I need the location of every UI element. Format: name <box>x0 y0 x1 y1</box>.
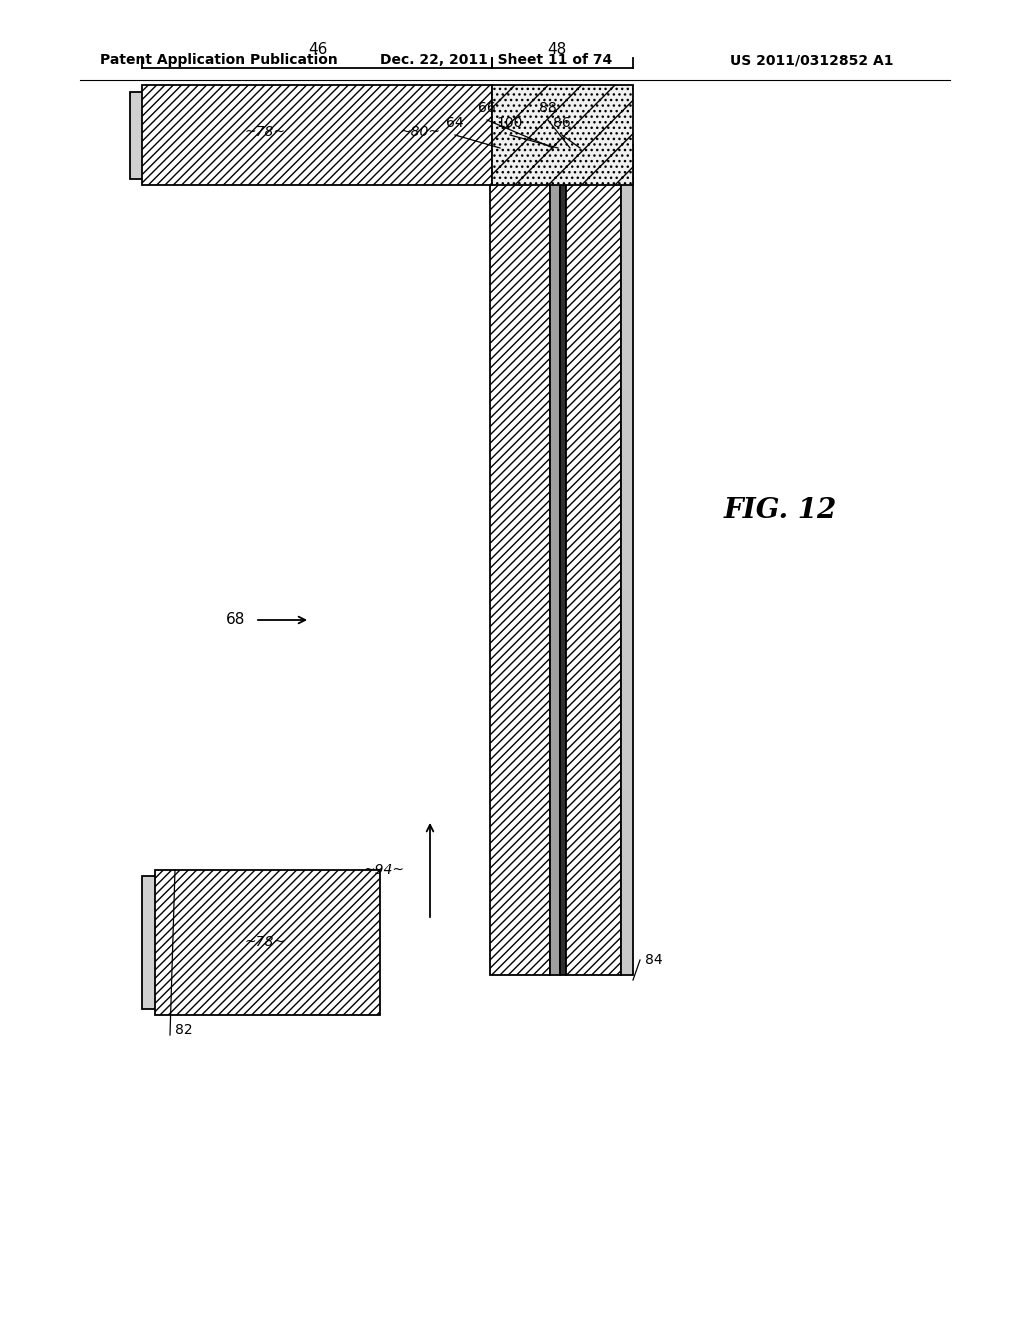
Bar <box>492 84 633 185</box>
Text: 86: 86 <box>553 116 570 129</box>
Text: 82: 82 <box>175 1023 193 1038</box>
Bar <box>142 84 492 185</box>
Text: 68: 68 <box>225 612 245 627</box>
Text: US 2011/0312852 A1: US 2011/0312852 A1 <box>730 53 894 67</box>
Bar <box>560 145 566 975</box>
Bar <box>566 145 621 975</box>
Text: ~94~: ~94~ <box>364 863 406 876</box>
Text: ~78~: ~78~ <box>245 125 286 139</box>
Text: ~80~: ~80~ <box>399 125 440 139</box>
Text: 88: 88 <box>539 102 557 115</box>
Bar <box>550 145 560 975</box>
Text: 48: 48 <box>548 42 566 58</box>
Text: Patent Application Publication: Patent Application Publication <box>100 53 338 67</box>
Text: 100: 100 <box>497 116 523 129</box>
Bar <box>142 876 157 1008</box>
Bar <box>155 870 380 1015</box>
Text: FIG. 12: FIG. 12 <box>723 496 837 524</box>
Text: Dec. 22, 2011  Sheet 11 of 74: Dec. 22, 2011 Sheet 11 of 74 <box>380 53 612 67</box>
Text: ~78~: ~78~ <box>245 935 286 949</box>
Text: 46: 46 <box>308 42 328 58</box>
Text: 66: 66 <box>478 102 496 115</box>
Text: 64: 64 <box>446 116 464 129</box>
Text: 84: 84 <box>645 953 663 968</box>
Bar <box>490 145 550 975</box>
Bar <box>621 145 633 975</box>
Bar <box>130 92 144 180</box>
